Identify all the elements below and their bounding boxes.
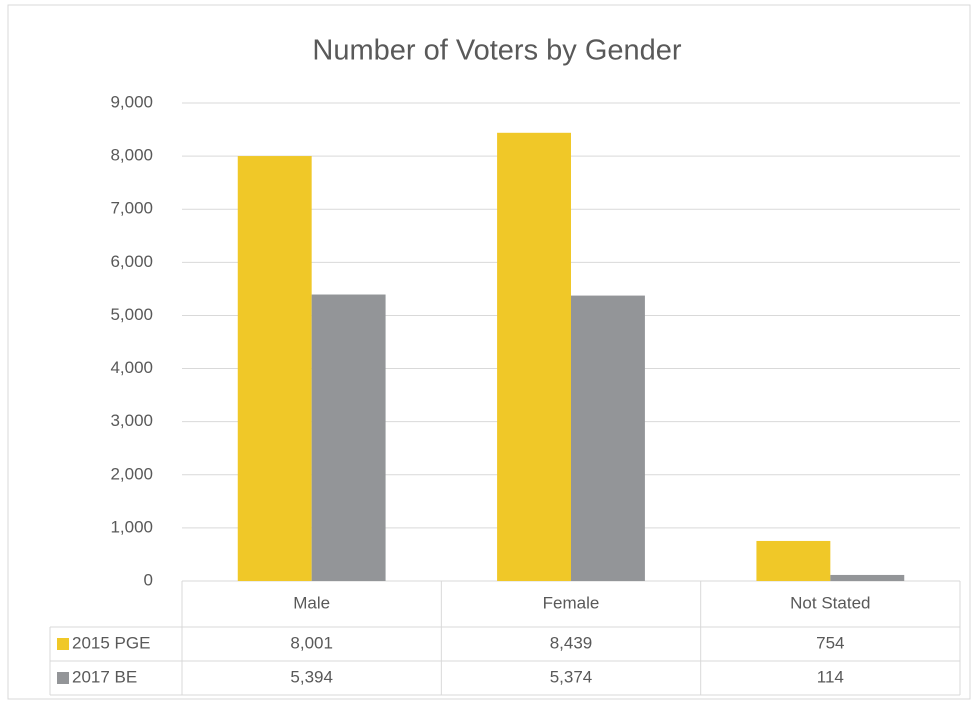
bar: [497, 132, 571, 581]
data-label: 754: [816, 633, 844, 652]
y-tick-label: 1,000: [110, 517, 153, 536]
legend-label: 2017 BE: [72, 667, 137, 686]
bar: [237, 156, 312, 582]
y-tick-label: 0: [144, 570, 153, 589]
y-tick-label: 5,000: [110, 305, 153, 324]
legend-swatch: [57, 672, 69, 684]
y-tick-label: 6,000: [110, 252, 153, 271]
y-tick-label: 7,000: [110, 199, 153, 218]
x-tick-label: Female: [543, 593, 600, 612]
y-tick-label: 2,000: [110, 464, 153, 483]
chart-title: Number of Voters by Gender: [312, 35, 681, 67]
data-label: 8,439: [550, 633, 593, 652]
legend-label: 2015 PGE: [72, 633, 150, 652]
bar: [756, 540, 831, 581]
bar: [571, 295, 645, 581]
chart-border: [7, 4, 971, 700]
data-label: 5,394: [290, 667, 333, 686]
y-tick-label: 9,000: [110, 92, 153, 111]
data-label: 114: [817, 667, 844, 686]
data-label: 5,374: [550, 667, 593, 686]
legend-swatch: [57, 638, 69, 650]
bar: [830, 574, 905, 581]
y-tick-label: 3,000: [110, 411, 153, 430]
data-label: 8,001: [290, 633, 333, 652]
bar: [311, 294, 386, 581]
y-tick-label: 4,000: [110, 358, 153, 377]
x-tick-label: Not Stated: [790, 593, 870, 612]
y-tick-label: 8,000: [110, 146, 153, 165]
x-tick-label: Male: [293, 593, 330, 612]
